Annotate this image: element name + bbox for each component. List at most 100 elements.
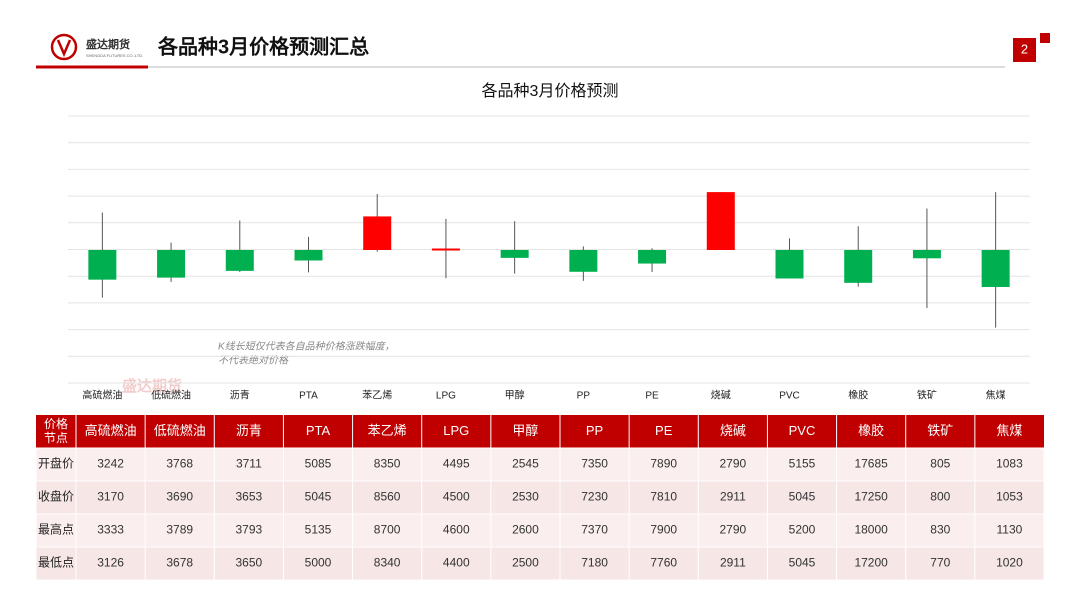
cell-value: 3678 [166, 556, 193, 570]
cell-value: 4495 [443, 457, 470, 471]
candle-body [844, 250, 873, 283]
cell-value: 8350 [374, 457, 401, 471]
x-tick-label: 低硫燃油 [151, 389, 191, 402]
cell-value: 2530 [512, 490, 539, 504]
cell-value: 830 [930, 523, 950, 537]
corner-square [1040, 33, 1050, 43]
row-label: 最低点 [38, 556, 74, 570]
candle-body [638, 250, 667, 264]
cell-value: 2790 [720, 457, 747, 471]
column-header: 烧碱 [720, 423, 746, 438]
chart-note: 不代表绝对价格 [218, 355, 289, 367]
candle-body [363, 216, 392, 250]
column-header: 铁矿 [927, 423, 953, 438]
x-tick-label: 焦煤 [986, 389, 1006, 402]
row-bg [35, 447, 1045, 482]
candle-body [294, 250, 323, 261]
cell-value: 17200 [854, 556, 888, 570]
chart-note: K线长短仅代表各自品种价格涨跌幅度， [218, 341, 395, 353]
candle-body [775, 250, 804, 279]
column-header: 高硫燃油 [85, 423, 137, 438]
cell-value: 5045 [305, 490, 332, 504]
candle-body [569, 250, 598, 272]
row-label: 收盘价 [38, 489, 74, 504]
cell-value: 5155 [789, 457, 816, 471]
cell-value: 2911 [720, 490, 746, 504]
column-header: 橡胶 [858, 423, 884, 438]
candle-body [157, 250, 186, 278]
column-header: 低硫燃油 [154, 423, 206, 438]
cell-value: 3793 [236, 523, 263, 537]
cell-value: 7890 [650, 457, 677, 471]
candle-body [500, 250, 529, 258]
grid [68, 115, 1030, 384]
cell-value: 3126 [97, 556, 124, 570]
candle-body [706, 192, 735, 250]
cell-value: 18000 [854, 523, 888, 537]
cell-value: 5085 [305, 457, 332, 471]
cell-value: 5000 [305, 556, 332, 570]
row-bg [35, 513, 1045, 548]
row-label: 最高点 [38, 522, 74, 537]
page-number: 2 [1021, 41, 1028, 56]
cell-value: 7370 [581, 523, 608, 537]
cell-value: 17685 [854, 457, 888, 471]
cell-value: 1130 [997, 523, 1023, 537]
cell-value: 1020 [996, 556, 1023, 570]
cell-value: 2500 [512, 556, 539, 570]
logo-icon [50, 33, 78, 61]
cell-value: 800 [930, 490, 950, 504]
column-header: PE [655, 423, 673, 438]
x-tick-label: 高硫燃油 [82, 389, 122, 402]
candle-body [981, 250, 1010, 287]
x-tick-label: LPG [436, 391, 456, 402]
cell-value: 2911 [720, 556, 746, 570]
candle-body [88, 250, 117, 280]
column-header: 甲醇 [512, 423, 538, 438]
cell-value: 3653 [236, 490, 263, 504]
cell-value: 8560 [374, 490, 401, 504]
cell-value: 5045 [789, 556, 816, 570]
logo-sub: SHENGDA FUTURES CO.,LTD. [86, 53, 143, 58]
cell-value: 770 [930, 556, 950, 570]
x-tick-label: 铁矿 [917, 389, 937, 402]
cell-value: 7810 [650, 490, 677, 504]
logo-text: 盛达期货 [86, 37, 130, 51]
cell-value: 17250 [854, 490, 888, 504]
cell-value: 1083 [996, 457, 1023, 471]
slide-title: 各品种3月价格预测汇总 [157, 34, 369, 58]
cell-value: 8700 [374, 523, 401, 537]
x-tick-label: PP [577, 391, 591, 402]
candles: 高硫燃油 低硫燃油 沥青 PTA 苯乙烯 LPG 甲醇 PP PE 烧碱 PVC 橡胶 铁矿 焦煤 [82, 192, 1010, 402]
cell-value: 2545 [512, 457, 539, 471]
candle-body [912, 250, 941, 259]
chart-title: 各品种3月价格预测 [482, 82, 619, 100]
cell-value: 7900 [650, 523, 677, 537]
cell-value: 7350 [581, 457, 608, 471]
cell-value: 2600 [512, 523, 539, 537]
cell-value: 3789 [166, 523, 193, 537]
cell-value: 5200 [789, 523, 816, 537]
row-bg [35, 546, 1045, 581]
row-bg [35, 480, 1045, 515]
row-label: 开盘价 [38, 456, 74, 471]
x-tick-label: 苯乙烯 [362, 389, 392, 402]
page-box [1013, 38, 1036, 62]
cell-value: 3768 [166, 457, 193, 471]
cell-value: 4500 [443, 490, 470, 504]
column-header: 沥青 [236, 423, 262, 438]
cell-value: 7760 [650, 556, 677, 570]
cell-value: 3711 [236, 457, 262, 471]
x-tick-label: 甲醇 [505, 389, 525, 402]
column-header: PVC [789, 423, 816, 438]
table-header-bg [36, 415, 1044, 448]
cell-value: 3242 [97, 457, 124, 471]
column-header: PP [586, 423, 603, 438]
column-header: LPG [443, 423, 469, 438]
x-tick-label: PVC [779, 391, 800, 402]
column-header: 苯乙烯 [368, 423, 407, 438]
cell-value: 3170 [97, 490, 124, 504]
